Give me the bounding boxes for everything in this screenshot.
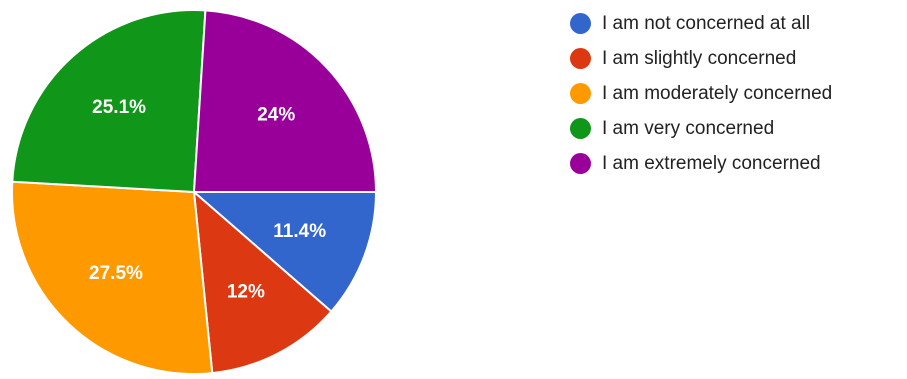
pie-slice-3 xyxy=(11,180,214,375)
legend-label: I am moderately concerned xyxy=(602,82,833,104)
pie-slice-1 xyxy=(191,191,378,313)
legend-swatch-icon xyxy=(570,83,591,104)
pie-slice-4 xyxy=(11,9,207,194)
legend-label: I am slightly concerned xyxy=(602,47,797,69)
legend-swatch-icon xyxy=(570,153,591,174)
legend-item-3: I am moderately concerned xyxy=(570,76,832,111)
legend-item-2: I am slightly concerned xyxy=(570,41,832,76)
legend-swatch-icon xyxy=(570,13,591,34)
chart-legend: I am not concerned at all I am slightly c… xyxy=(570,6,832,181)
pie-slice-label-2: 12% xyxy=(227,282,265,303)
legend-label: I am not concerned at all xyxy=(602,12,811,34)
legend-item-5: I am extremely concerned xyxy=(570,146,832,181)
pie-slice-2 xyxy=(192,189,333,375)
pie-slice-label-3: 27.5% xyxy=(89,263,143,284)
legend-label: I am extremely concerned xyxy=(602,152,821,174)
pie-slice-label-5: 24% xyxy=(257,104,295,125)
pie-slice-label-1: 11.4% xyxy=(273,221,326,242)
legend-swatch-icon xyxy=(570,118,591,139)
legend-label: I am very concerned xyxy=(602,117,775,139)
pie-slice-5 xyxy=(192,9,378,193)
legend-item-4: I am very concerned xyxy=(570,111,832,146)
legend-item-1: I am not concerned at all xyxy=(570,6,832,41)
pie-slice-label-4: 25.1% xyxy=(92,97,146,118)
legend-swatch-icon xyxy=(570,48,591,69)
